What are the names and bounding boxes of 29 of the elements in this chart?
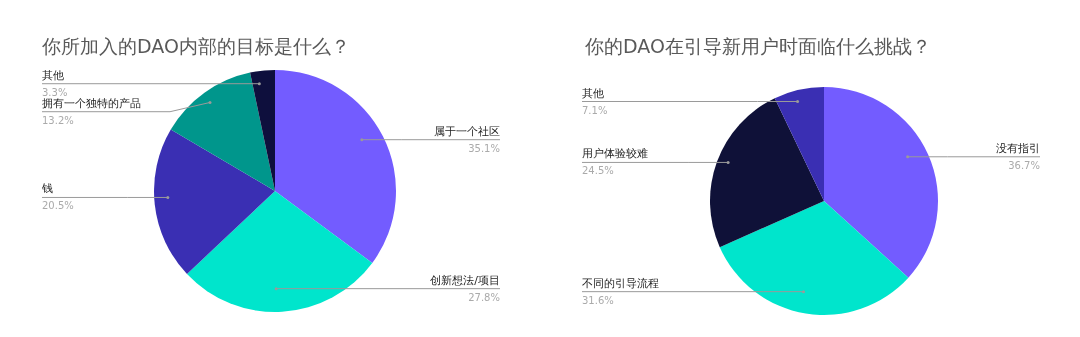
pie-slice: [186, 191, 373, 312]
slice-label: 用户体验较难: [582, 147, 648, 161]
slice-label: 属于一个社区: [434, 124, 500, 138]
data-label: 24.5%: [582, 165, 614, 177]
slice-label: 没有指引: [996, 141, 1040, 155]
pie-slice: [824, 87, 938, 278]
slice-label: 创新想法/项目: [430, 273, 500, 287]
slice-label: 其他: [582, 86, 604, 100]
data-label: 27.8%: [468, 291, 500, 303]
data-label: 35.1%: [468, 142, 500, 154]
chart-title: 你的DAO在引导新用户时面临什么挑战？: [585, 34, 931, 59]
pie-slice: [250, 70, 275, 191]
pie-slice: [774, 87, 824, 201]
pie-slice: [710, 98, 824, 248]
chart-title: 你所加入的DAO内部的目标是什么？: [42, 34, 350, 59]
pie-slice: [154, 129, 275, 275]
data-label: 13.2%: [42, 114, 74, 126]
data-label: 36.7%: [1008, 159, 1040, 171]
data-label: 7.1%: [582, 104, 608, 116]
slice-label: 其他: [42, 68, 64, 82]
data-label: 20.5%: [42, 200, 74, 212]
slice-label: 不同的引导流程: [582, 276, 659, 290]
pie-slice: [719, 201, 909, 315]
pie-slice: [275, 70, 396, 263]
slice-label: 钱: [41, 182, 53, 196]
data-label: 3.3%: [42, 86, 68, 98]
data-label: 31.6%: [582, 294, 614, 306]
slice-label: 拥有一个独特的产品: [42, 96, 141, 110]
pie-slice: [170, 72, 275, 191]
